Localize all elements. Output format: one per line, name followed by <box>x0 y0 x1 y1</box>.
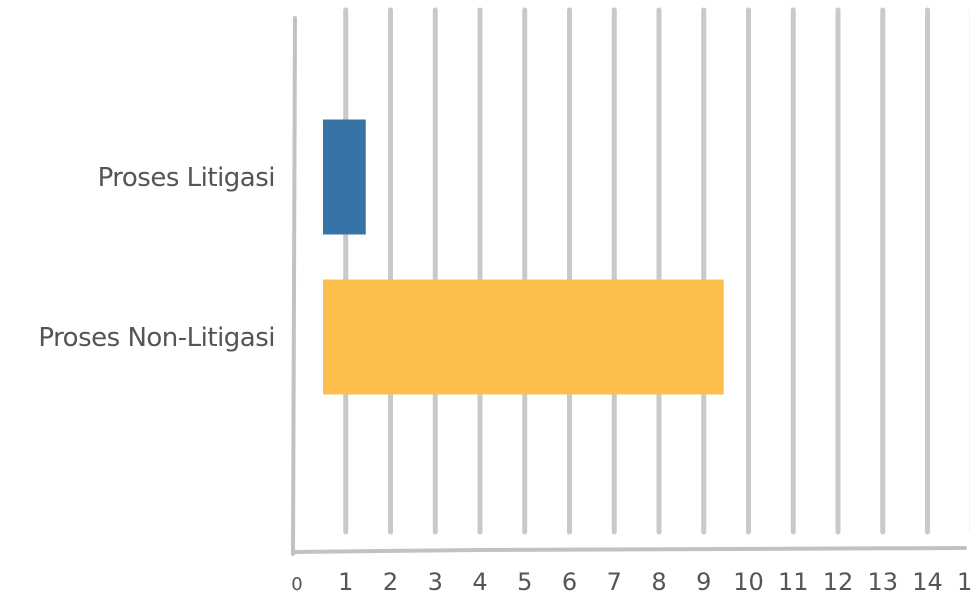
x-tick-label: 13 <box>867 568 898 594</box>
x-tick-label: 12 <box>823 568 854 594</box>
y-axis-line <box>291 16 297 556</box>
x-tick-labels: 0123456789101112131415 <box>291 568 970 596</box>
x-axis-line <box>291 546 967 554</box>
x-tick-label: 2 <box>383 568 398 594</box>
x-tick-label: 9 <box>696 568 711 594</box>
axes <box>291 16 967 556</box>
x-tick-label: 8 <box>651 568 666 594</box>
x-tick-label: 4 <box>472 568 487 594</box>
x-tick-label: 0 <box>291 574 302 594</box>
x-tick-label: 3 <box>428 568 443 594</box>
x-tick-label: 14 <box>912 568 943 594</box>
x-tick-label: 6 <box>562 568 577 594</box>
x-tick-label: 11 <box>778 568 809 594</box>
bars <box>323 119 724 395</box>
x-tick-label: 10 <box>733 568 764 594</box>
x-tick-label: 7 <box>607 568 622 594</box>
x-tick-label: 15 <box>957 568 970 594</box>
category-labels: Proses Litigasi Proses Non-Litigasi <box>38 163 275 353</box>
category-label: Proses Non-Litigasi <box>38 323 275 353</box>
category-label: Proses Litigasi <box>98 163 275 193</box>
bar-proses-litigasi <box>323 119 366 235</box>
gridlines <box>343 7 970 535</box>
bar-proses-non-litigasi <box>323 279 724 395</box>
x-tick-label: 1 <box>338 568 353 594</box>
x-tick-label: 5 <box>517 568 532 594</box>
